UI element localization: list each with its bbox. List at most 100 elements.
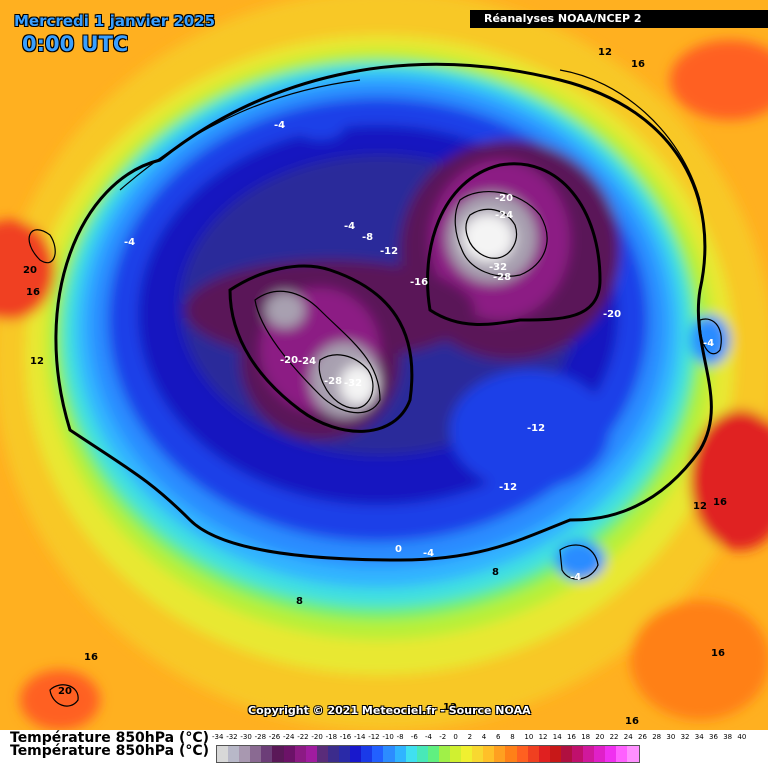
legend-swatch [272, 746, 284, 762]
contour-label: -20 [280, 355, 298, 366]
contour-label: 16 [84, 652, 98, 663]
legend-swatch [461, 746, 473, 762]
legend-swatch [527, 746, 539, 762]
contour-label: 12 [693, 501, 707, 512]
contour-label: -4 [124, 237, 135, 248]
legend-tick-label: -28 [254, 733, 267, 741]
legend-swatch [583, 746, 595, 762]
legend-title-shadow-line: Température 850hPa (°C) [10, 743, 210, 759]
contour-label: -20 [495, 193, 513, 204]
legend-swatch [505, 746, 517, 762]
legend-swatch [250, 746, 262, 762]
thin-isotherms [28, 69, 722, 707]
contour-label: -28 [324, 376, 342, 387]
legend-tick-label: 34 [694, 733, 704, 741]
legend-swatch [217, 746, 229, 762]
legend-swatch [427, 746, 439, 762]
contour-label: -12 [527, 423, 545, 434]
legend-tick-label: 22 [609, 733, 619, 741]
legend-swatch [394, 746, 406, 762]
legend-tick-label: 10 [524, 733, 534, 741]
legend-swatch [627, 746, 639, 762]
legend-tick-labels: -34 -32 -30 -28 -26 -24 -22 -20 -18 -16 -14 -12 -10-… [212, 733, 752, 743]
legend-swatch [594, 746, 606, 762]
legend-tick-label: -4 [425, 733, 432, 741]
contour-label: 12 [30, 356, 44, 367]
contour-label: -20 [603, 309, 621, 320]
legend-swatch [228, 746, 240, 762]
legend-swatch [449, 746, 462, 762]
legend-tick-label: -14 [354, 733, 366, 741]
legend-swatch [339, 746, 351, 762]
legend-tick-label: 8 [510, 733, 515, 741]
contour-label: 12 [598, 47, 612, 58]
legend-tick-label: 18 [581, 733, 591, 741]
legend-title: Température 850hPa (°C) Température 850h… [10, 731, 210, 759]
legend-swatch [516, 746, 528, 762]
map-date: Mercredi 1 janvier 2025 [14, 12, 216, 30]
contour-label: -4 [344, 221, 355, 232]
isotherm-minus-20-east [426, 162, 602, 326]
temperature-field [0, 0, 768, 730]
legend-tick-label: 28 [652, 733, 662, 741]
legend-tick-label: -32 [226, 733, 238, 741]
legend-tick-label: 40 [737, 733, 747, 741]
legend-swatch [549, 746, 561, 762]
contour-label: -24 [495, 210, 513, 221]
map-time: 0:00 UTC [22, 32, 129, 56]
contour-label: -8 [362, 232, 373, 243]
legend-swatch [327, 746, 340, 762]
legend-tick-label: 20 [595, 733, 605, 741]
contour-label: 16 [713, 497, 727, 508]
legend-swatch [261, 746, 273, 762]
contour-label: -4 [423, 548, 434, 559]
legend-swatch [383, 746, 395, 762]
copyright-notice: Copyright © 2021 Meteociel.fr - Source N… [248, 704, 531, 717]
legend-swatch [350, 746, 362, 762]
contour-label: 0 [395, 544, 402, 555]
legend-swatch [283, 746, 295, 762]
legend-tick-label: -16 [339, 733, 352, 741]
legend-tick-label: -30 [240, 733, 252, 741]
contour-label: 20 [23, 265, 37, 276]
contour-label: -4 [274, 120, 285, 131]
legend-swatch [239, 746, 251, 762]
legend-tick-label: 26 [638, 733, 647, 741]
legend-tick-label: -10 [382, 733, 394, 741]
legend-tick-label: -2 [439, 733, 447, 741]
contour-label: -4 [570, 572, 581, 583]
contour-label: -32 [344, 378, 362, 389]
contour-label: -4 [703, 338, 714, 349]
contour-label: 8 [296, 596, 303, 607]
legend-swatch [405, 746, 417, 762]
legend-tick-label: -34 [212, 733, 224, 741]
legend-tick-label: 24 [623, 733, 633, 741]
legend-tick-label: 6 [496, 733, 501, 741]
contour-label: -24 [298, 356, 316, 367]
contour-label: -16 [410, 277, 428, 288]
legend-tick-label: 36 [709, 733, 718, 741]
legend-swatch [472, 746, 484, 762]
legend-swatch [416, 746, 428, 762]
temperature-map: 12 16 -4 -4 -4 -8 -12 -16 -20 -24 -32 -2… [0, 0, 768, 730]
data-source-banner: Réanalyses NOAA/NCEP 2 [470, 10, 768, 28]
legend-swatch [538, 746, 550, 762]
legend-swatch [494, 746, 506, 762]
contour-label: 16 [631, 59, 645, 70]
legend-swatch [605, 746, 617, 762]
legend-tick-label: -24 [283, 733, 295, 741]
legend-tick-label: -18 [325, 733, 338, 741]
legend-tick-label: -12 [368, 733, 380, 741]
legend-tick-label: 12 [538, 733, 548, 741]
legend-swatch [572, 746, 584, 762]
legend-tick-label: -22 [297, 733, 309, 741]
legend-tick-label: 38 [723, 733, 733, 741]
legend-tick-label: 4 [481, 733, 487, 741]
contour-label: -12 [499, 482, 517, 493]
legend-tick-label: 32 [680, 733, 690, 741]
legend-tick-label: 2 [467, 733, 473, 741]
contour-label: -12 [380, 246, 398, 257]
legend-swatch [560, 746, 572, 762]
legend-color-bar [216, 745, 640, 763]
legend-tick-label: -6 [410, 733, 418, 741]
